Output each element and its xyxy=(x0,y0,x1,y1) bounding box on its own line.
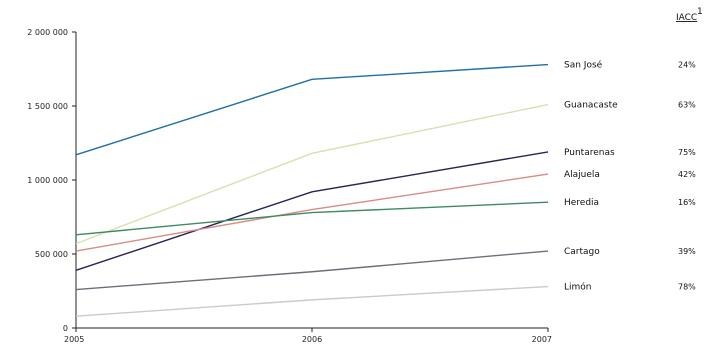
x-tick-label: 2007 xyxy=(532,335,552,344)
series-lines xyxy=(75,63,549,317)
series-label: Alajuela xyxy=(564,170,600,180)
series-label: Cartago xyxy=(564,247,600,257)
iacc-value: 75% xyxy=(678,148,696,157)
series-line-lim-n xyxy=(75,285,549,317)
iacc-header: IACC 1 xyxy=(676,7,703,23)
series-label: Heredia xyxy=(564,198,599,208)
series-line-guanacaste xyxy=(75,103,549,245)
axes: 0 500 000 1 000 000 1 500 000 2 000 000 2005 2… xyxy=(27,28,552,344)
iacc-value: 16% xyxy=(678,198,696,207)
series-labels: San José 24% Guanacaste 63% Puntarenas 75% Ala… xyxy=(564,60,696,293)
iacc-value: 24% xyxy=(678,61,696,70)
series-line-cartago xyxy=(75,250,549,291)
y-tick-label: 2 000 000 xyxy=(27,28,68,37)
series-label: Puntarenas xyxy=(564,148,615,158)
series-line-alajuela xyxy=(75,173,549,252)
iacc-value: 42% xyxy=(678,170,696,179)
iacc-value: 39% xyxy=(678,247,696,256)
series-label: San José xyxy=(564,60,603,71)
iacc-value: 78% xyxy=(678,283,696,292)
series-line-san-jos- xyxy=(75,63,549,156)
series-label: Guanacaste xyxy=(564,101,618,111)
iacc-header-text: IACC xyxy=(676,13,697,23)
x-tick-label: 2006 xyxy=(302,335,322,344)
iacc-header-superscript: 1 xyxy=(697,7,703,17)
iacc-value: 63% xyxy=(678,101,696,110)
y-tick-label: 1 500 000 xyxy=(27,102,68,111)
y-tick-label: 500 000 xyxy=(35,250,68,259)
y-tick-label: 1 000 000 xyxy=(27,176,68,185)
series-line-puntarenas xyxy=(75,151,549,271)
series-label: Limón xyxy=(564,282,592,293)
series-line-heredia xyxy=(75,201,549,236)
y-tick-label: 0 xyxy=(63,324,68,333)
x-tick-label: 2005 xyxy=(64,335,84,344)
